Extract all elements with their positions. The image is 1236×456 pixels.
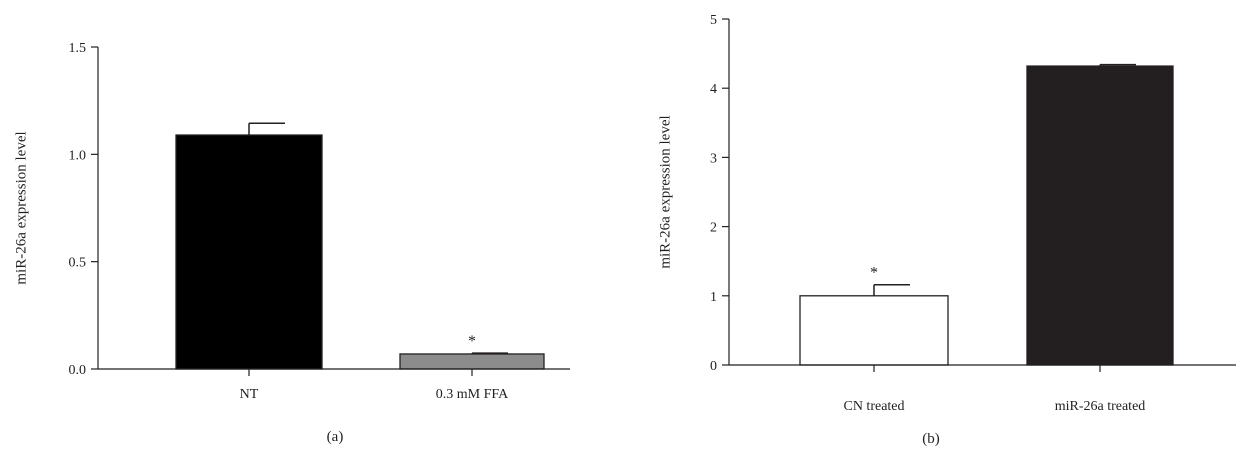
bar-1	[799, 295, 949, 366]
x-tick-label: NT	[240, 387, 259, 402]
y-tick-label: 1	[710, 290, 717, 305]
y-tick-label: 3	[710, 151, 717, 166]
y-axis-title: miR-26a expression level	[13, 131, 29, 284]
panel-b-chart: * CN treated miR-26a treated 0 1 2 3 4 5 miR-26a …	[657, 13, 1236, 447]
y-axis-title: miR-26a expression level	[657, 115, 673, 268]
y-tick-label: 4	[710, 82, 717, 97]
y-tick-label: 0.0	[69, 363, 87, 378]
x-tick-label: CN treated	[843, 399, 904, 414]
y-tick-label: 2	[710, 221, 717, 236]
y-tick-label: 0	[710, 359, 717, 374]
y-tick-label: 5	[710, 13, 717, 28]
significance-marker: *	[870, 265, 878, 282]
significance-marker: *	[468, 333, 476, 350]
y-tick-label: 1.5	[69, 41, 87, 56]
panel-a-chart: NT * 0.3 mM FFA 0.0 0.5 1.0 1.5 miR-26a express…	[13, 41, 570, 445]
panel-label: (a)	[327, 429, 344, 445]
bar-2	[1026, 65, 1174, 366]
panel-label: (b)	[922, 431, 940, 447]
x-tick-label: 0.3 mM FFA	[436, 387, 509, 402]
bar-2	[399, 353, 545, 370]
bar-1	[175, 134, 323, 370]
y-tick-label: 1.0	[69, 148, 87, 163]
x-tick-label: miR-26a treated	[1055, 399, 1146, 414]
y-tick-label: 0.5	[69, 256, 87, 271]
